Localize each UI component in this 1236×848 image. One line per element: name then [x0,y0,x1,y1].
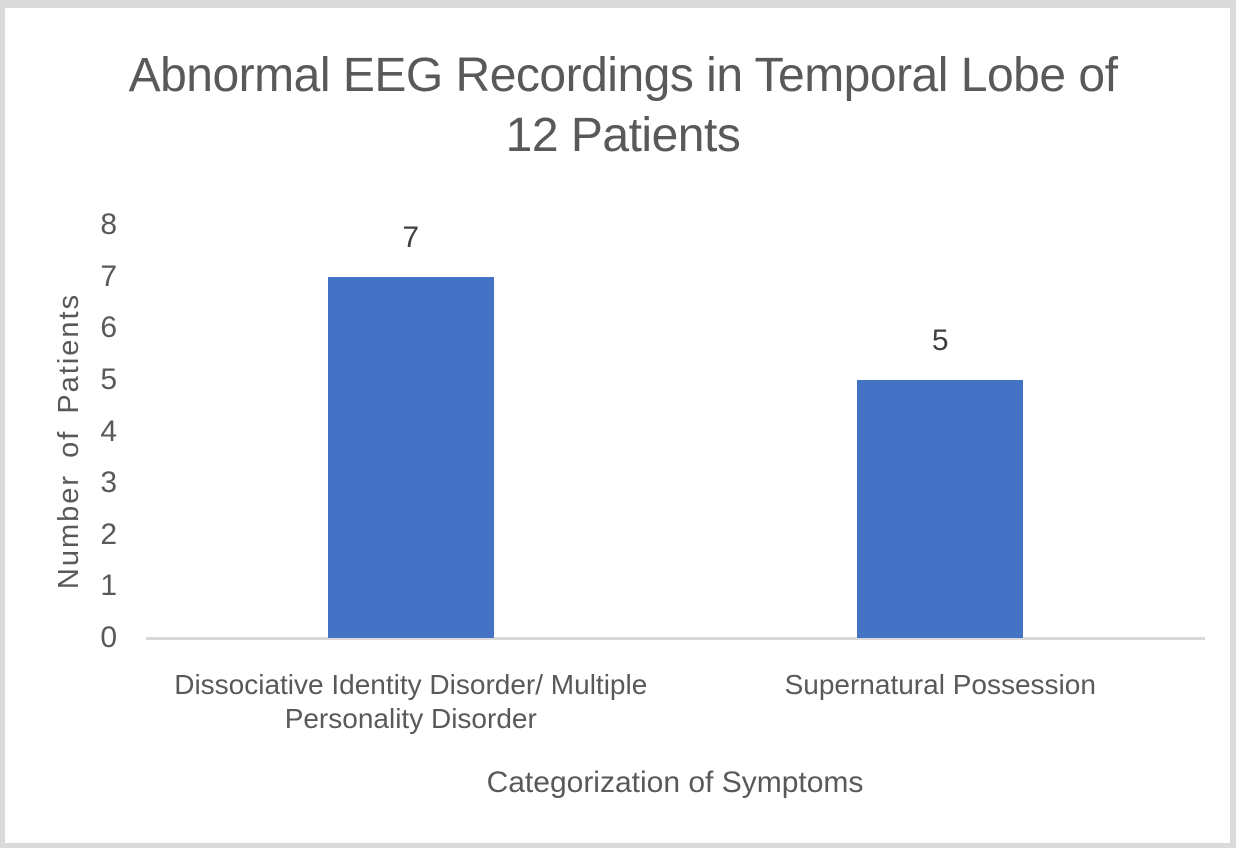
y-tick-label: 1 [100,569,117,603]
data-label-2: 5 [931,324,949,357]
y-tick-label: 5 [100,363,117,396]
y-tick-label: 3 [100,466,117,500]
bar-2 [857,380,1024,638]
category-label-1: Dissociative Identity Disorder/ Multiple… [151,668,671,736]
y-tick-label: 0 [100,621,117,654]
bar-1 [327,276,494,638]
x-axis-title: Categorization of Symptoms [486,766,864,799]
category-label-line: Supernatural Possession [784,669,1096,700]
y-tick-label: 6 [100,311,117,345]
y-tick-label: 7 [100,259,117,293]
y-tick-label: 4 [100,414,117,448]
y-tick-label: 8 [100,208,117,242]
category-label-line: Personality Disorder [284,703,537,734]
x-axis-line [146,637,1205,640]
chart-title: Abnormal EEG Recordings in Temporal Lobe… [128,49,1118,162]
category-label-2: Supernatural Possession [680,668,1200,702]
category-label-line: Dissociative Identity Disorder/ Multiple [174,669,648,700]
y-tick-label: 2 [100,517,117,551]
data-label-1: 7 [402,220,420,254]
